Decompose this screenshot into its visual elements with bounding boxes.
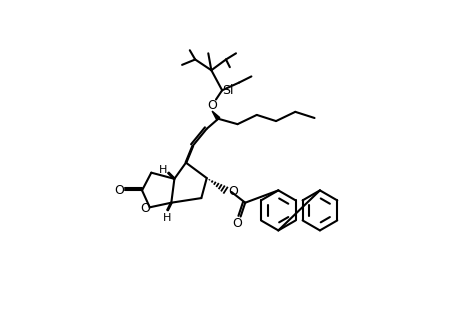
Text: O: O bbox=[140, 202, 150, 216]
Text: O: O bbox=[207, 99, 217, 112]
Polygon shape bbox=[167, 202, 172, 211]
Polygon shape bbox=[212, 111, 220, 120]
Text: O: O bbox=[229, 185, 238, 198]
Text: Si: Si bbox=[222, 84, 233, 97]
Text: H: H bbox=[163, 213, 172, 223]
Text: O: O bbox=[114, 184, 124, 197]
Polygon shape bbox=[168, 172, 175, 179]
Text: H: H bbox=[159, 165, 167, 174]
Polygon shape bbox=[185, 145, 193, 163]
Text: O: O bbox=[233, 217, 243, 230]
